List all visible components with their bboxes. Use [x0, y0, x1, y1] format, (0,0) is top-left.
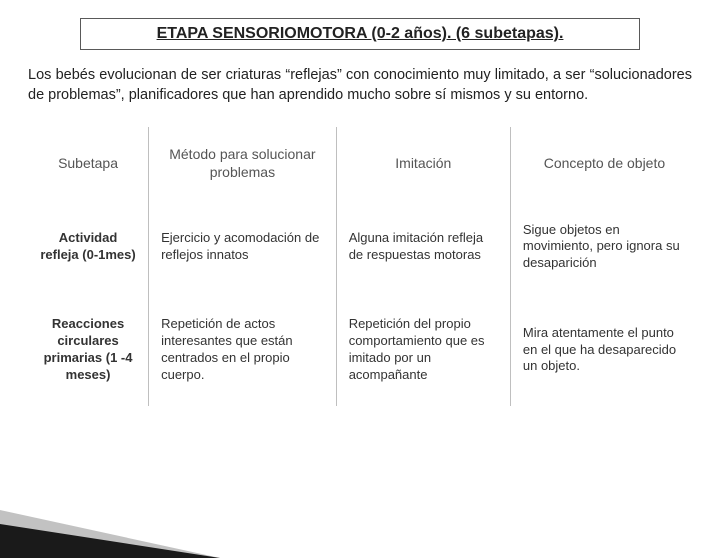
header-imitacion: Imitación [336, 127, 510, 199]
table-header-row: Subetapa Método para solucionar problema… [28, 127, 698, 199]
cell-subetapa: Actividad refleja (0-1mes) [28, 200, 149, 295]
cell-concepto: Mira atentamente el punto en el que ha d… [510, 294, 698, 406]
header-subetapa: Subetapa [28, 127, 149, 199]
page-title: ETAPA SENSORIOMOTORA (0-2 años). (6 sube… [89, 25, 631, 43]
title-box: ETAPA SENSORIOMOTORA (0-2 años). (6 sube… [80, 18, 640, 50]
table-row: Actividad refleja (0-1mes) Ejercicio y a… [28, 200, 698, 295]
cell-metodo: Ejercicio y acomodación de reflejos inna… [149, 200, 337, 295]
stages-table: Subetapa Método para solucionar problema… [28, 127, 698, 406]
table-row: Reacciones circulares primarias (1 -4 me… [28, 294, 698, 406]
cell-concepto: Sigue objetos en movimiento, pero ignora… [510, 200, 698, 295]
header-concepto: Concepto de objeto [510, 127, 698, 199]
cell-subetapa: Reacciones circulares primarias (1 -4 me… [28, 294, 149, 406]
decorative-corner [0, 524, 220, 558]
header-metodo: Método para solucionar problemas [149, 127, 337, 199]
cell-metodo: Repetición de actos interesantes que est… [149, 294, 337, 406]
intro-paragraph: Los bebés evolucionan de ser criaturas “… [28, 66, 692, 105]
cell-imitacion: Alguna imitación refleja de respuestas m… [336, 200, 510, 295]
cell-imitacion: Repetición del propio comportamiento que… [336, 294, 510, 406]
